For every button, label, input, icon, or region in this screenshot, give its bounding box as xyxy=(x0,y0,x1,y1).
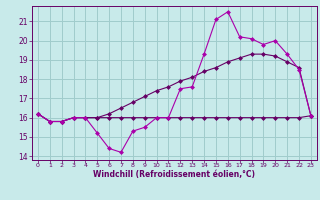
X-axis label: Windchill (Refroidissement éolien,°C): Windchill (Refroidissement éolien,°C) xyxy=(93,170,255,179)
